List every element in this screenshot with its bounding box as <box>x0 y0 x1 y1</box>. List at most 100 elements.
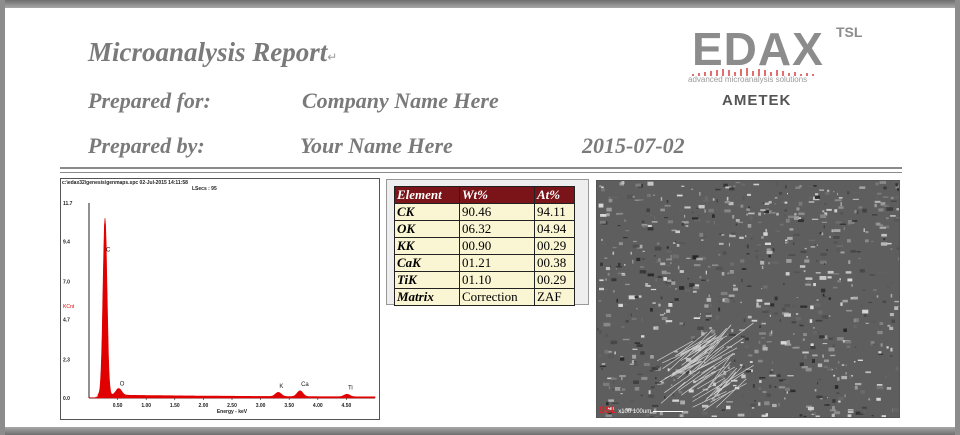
sem-grain <box>661 381 664 384</box>
sem-grain <box>614 351 616 355</box>
sem-grain <box>896 208 899 211</box>
sem-grain <box>641 335 645 338</box>
sem-grain <box>887 285 890 288</box>
sem-grain <box>792 346 799 349</box>
frame-top-border <box>0 0 960 8</box>
sem-grain <box>624 303 627 305</box>
sem-grain <box>599 365 606 368</box>
sem-grain <box>855 240 857 243</box>
sem-grain <box>706 297 712 302</box>
sem-grain <box>847 191 850 195</box>
sem-grain <box>644 214 647 217</box>
sem-grain <box>875 222 881 226</box>
sem-grain <box>600 214 607 217</box>
sem-grain <box>603 322 611 327</box>
sem-grain <box>804 259 810 263</box>
sem-grain <box>650 308 653 312</box>
sem-grain <box>820 214 827 218</box>
sem-grain <box>773 312 778 315</box>
sem-grain <box>728 201 734 206</box>
sem-grain <box>885 225 890 229</box>
sem-grain <box>684 214 686 218</box>
sem-grain <box>741 335 746 338</box>
sem-grain <box>664 204 671 207</box>
sem-grain <box>814 244 817 246</box>
sem-grain <box>692 338 699 341</box>
sem-grain <box>712 214 715 218</box>
sem-grain <box>828 337 833 340</box>
sem-grain <box>795 313 799 315</box>
sem-grain <box>679 270 684 273</box>
sem-grain <box>826 208 832 211</box>
sem-grain <box>669 285 672 288</box>
sem-grain <box>679 414 684 417</box>
sem-grain <box>837 361 840 364</box>
sem-grain <box>711 415 717 417</box>
sem-grain <box>729 270 734 274</box>
sem-grain <box>641 272 644 274</box>
sem-grain <box>715 266 723 271</box>
sem-grain <box>782 201 786 203</box>
sem-grain <box>833 236 840 239</box>
sem-grain <box>681 222 684 226</box>
sem-grain <box>666 264 671 266</box>
sem-grain <box>847 223 851 226</box>
sem-grain <box>640 351 645 355</box>
sem-grain <box>855 318 859 322</box>
sem-grain <box>717 374 725 378</box>
table-row: CaK 01.21 00.38 <box>394 254 575 272</box>
sem-grain <box>861 406 867 409</box>
sem-grain <box>778 386 785 389</box>
sem-grain <box>608 386 610 390</box>
sem-grain <box>868 301 873 304</box>
sem-grain <box>747 285 752 287</box>
sem-magnification: x100 <box>618 409 632 415</box>
sem-grain <box>766 393 771 398</box>
sem-grain <box>794 213 797 216</box>
sem-grain <box>599 330 602 334</box>
sem-grain <box>642 258 645 260</box>
sem-grain <box>716 387 723 391</box>
eds-spectrum-chart: 0.0 2.3 4.7 7.0 9.4 11.7 0.50 1.00 1.50 2.00 2.50 3… <box>63 201 376 415</box>
sem-grain <box>771 361 774 364</box>
x-tick-label: 4.00 <box>313 403 323 409</box>
sem-grain <box>650 355 654 359</box>
sem-grain <box>836 337 844 341</box>
sem-grain <box>749 369 753 373</box>
sem-grain <box>672 254 679 259</box>
sem-grain <box>702 199 710 202</box>
sem-grain <box>762 307 767 312</box>
sem-grain <box>726 196 729 201</box>
sem-grain <box>812 354 818 357</box>
sem-grain <box>621 181 625 185</box>
sem-grain <box>833 191 835 193</box>
sem-grain <box>623 237 628 239</box>
sem-grain <box>652 194 656 196</box>
sem-grain <box>883 238 886 241</box>
sem-grain <box>863 228 865 232</box>
sem-grain <box>841 375 848 380</box>
sem-grain <box>612 251 615 255</box>
sem-grain <box>719 233 723 235</box>
sem-grain <box>798 212 805 216</box>
sem-grain <box>709 317 711 320</box>
sem-grain <box>768 201 771 204</box>
sem-grain <box>828 297 831 300</box>
sem-grain <box>606 402 609 406</box>
sem-grain <box>885 375 887 379</box>
logo-brand: EDAX <box>692 23 824 75</box>
sem-grain <box>605 287 608 291</box>
sem-grain <box>880 202 886 206</box>
sem-grain <box>661 270 667 275</box>
sem-grain <box>739 364 743 367</box>
sem-grain <box>621 326 625 328</box>
sem-fiber <box>677 371 701 389</box>
sem-grain <box>871 415 874 417</box>
cell-wt: Correction <box>459 288 535 306</box>
sem-grain <box>698 214 701 217</box>
sem-grain <box>703 232 706 234</box>
sem-grain <box>886 217 889 220</box>
sem-grain <box>778 403 780 407</box>
report-date: 2015-07-02 <box>582 133 685 158</box>
sem-grain <box>618 303 623 307</box>
